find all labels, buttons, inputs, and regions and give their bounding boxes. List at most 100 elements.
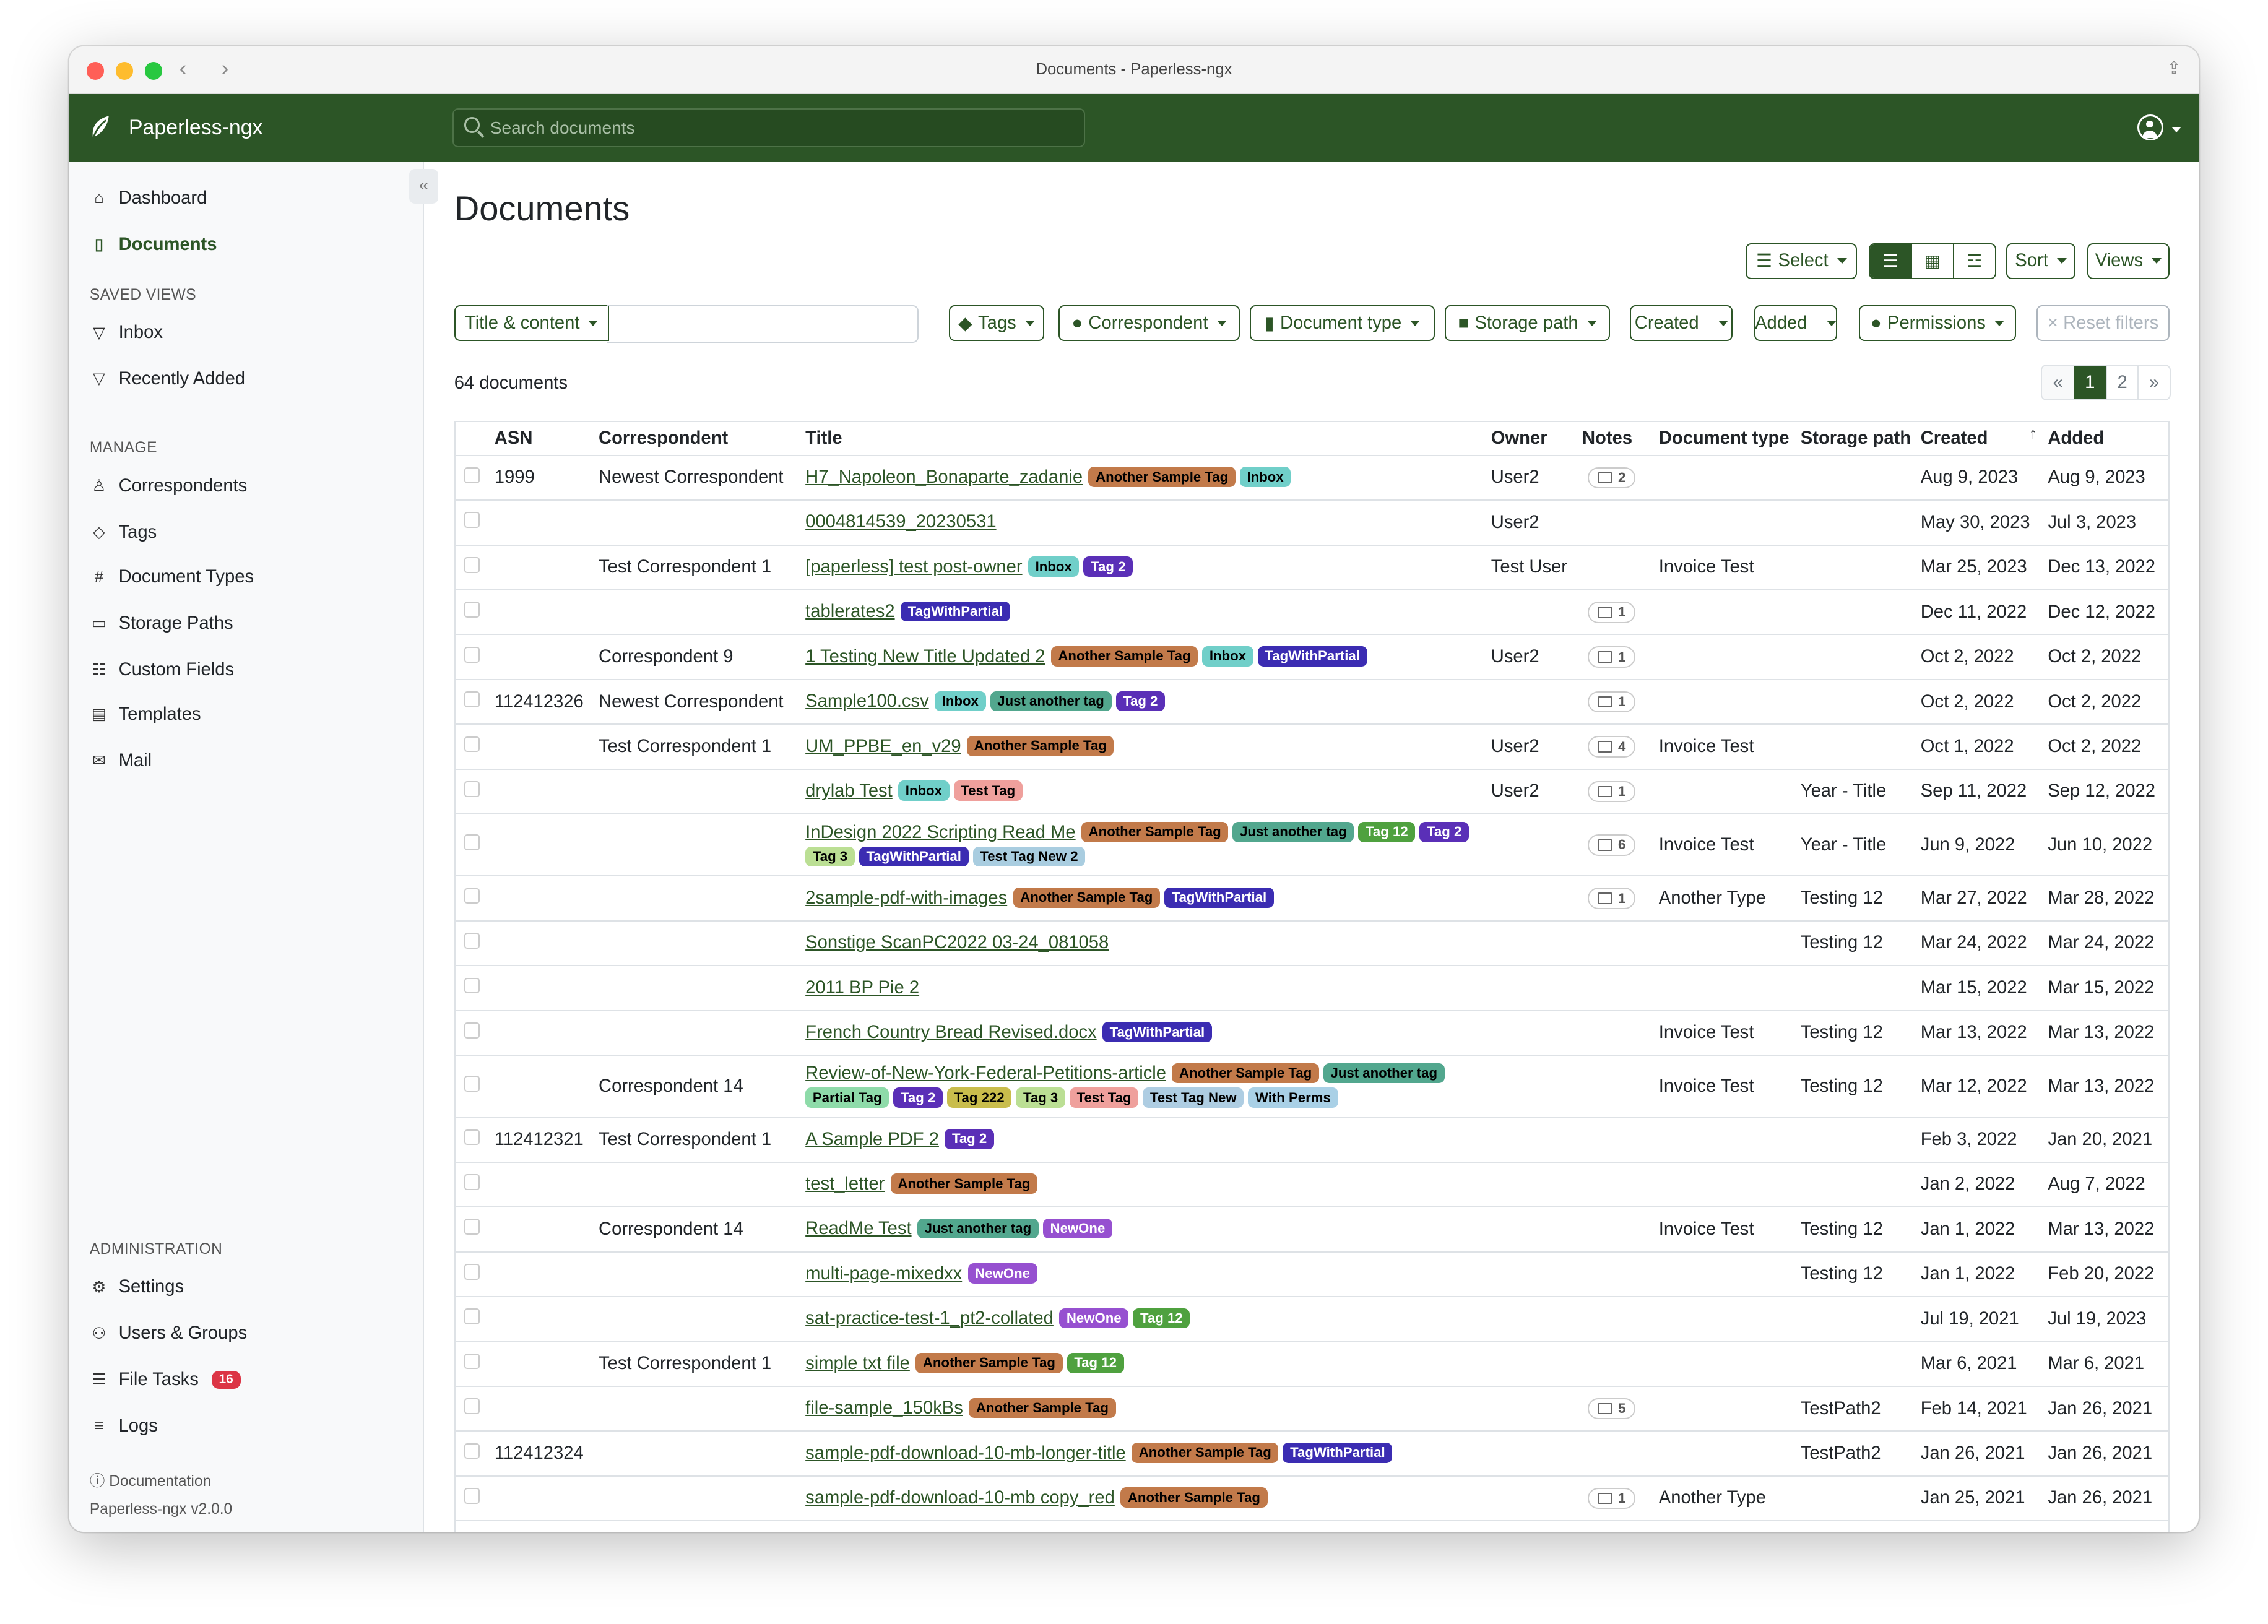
document-type-cell[interactable] [1654, 965, 1796, 1011]
forward-icon[interactable]: › [221, 56, 229, 81]
document-type-cell[interactable] [1654, 1162, 1796, 1208]
table-row[interactable]: 112412324 sample-pdf-download-10-mb-long… [455, 1431, 2170, 1477]
views-button[interactable]: Views [2087, 243, 2170, 279]
tag-badge[interactable]: Another Sample Tag [1088, 467, 1236, 488]
view-large-cards-button[interactable]: ☲ [1952, 244, 1995, 278]
share-icon[interactable]: ⇪ [2166, 58, 2181, 78]
row-checkbox[interactable] [464, 1076, 480, 1092]
tag-badge[interactable]: Tag 12 [1358, 821, 1416, 842]
correspondent-cell[interactable]: Correspondent 14 [594, 1207, 802, 1253]
tag-badge[interactable]: Another Sample Tag [1172, 1063, 1319, 1084]
document-title-link[interactable]: sat-practice-test-1_pt2-collated [805, 1308, 1054, 1329]
document-type-cell[interactable] [1654, 590, 1796, 636]
storage-path-cell[interactable]: Testing 12 [1796, 1055, 1916, 1118]
sidebar-item-users-groups[interactable]: ⚇ Users & Groups [90, 1323, 248, 1344]
notes-badge[interactable]: 4 [1588, 736, 1636, 758]
table-row[interactable]: tablerates2 TagWithPartial 1 Dec 11, 2022… [455, 590, 2170, 636]
document-type-cell[interactable] [1654, 1341, 1796, 1387]
document-title-link[interactable]: test_letter [805, 1173, 885, 1194]
notes-badge[interactable]: 5 [1588, 1397, 1636, 1420]
document-title-link[interactable]: UM_PPBE_en_v29 [805, 736, 961, 756]
document-type-cell[interactable] [1654, 455, 1796, 501]
select-button[interactable]: ☰ Select [1746, 243, 1858, 279]
storage-path-cell[interactable] [1796, 545, 1916, 590]
row-checkbox[interactable] [464, 1022, 480, 1039]
sidebar-item-inbox[interactable]: ▽ Inbox [90, 322, 163, 343]
sidebar-item-templates[interactable]: ▤ Templates [90, 704, 201, 725]
document-type-cell[interactable] [1654, 1296, 1796, 1342]
correspondent-cell[interactable]: Test Correspondent 1 [594, 1341, 802, 1387]
tag-badge[interactable]: Another Sample Tag [967, 736, 1114, 756]
column-owner[interactable]: Owner [1486, 421, 1578, 456]
table-row[interactable]: Correspondent 14 Review-of-New-York-Fede… [455, 1055, 2170, 1118]
tag-badge[interactable]: Tag 2 [945, 1128, 994, 1149]
search-input[interactable]: Search documents [452, 108, 1085, 148]
tag-badge[interactable]: Inbox [1028, 556, 1080, 577]
column-title[interactable]: Title [801, 421, 1487, 456]
tag-badge[interactable]: NewOne [1042, 1218, 1112, 1239]
correspondent-cell[interactable]: Test Correspondent 1 [594, 545, 802, 590]
sidebar-item-correspondents[interactable]: ♙ Correspondents [90, 476, 248, 496]
storage-path-cell[interactable] [1796, 1162, 1916, 1208]
column-asn[interactable]: ASN [490, 421, 595, 456]
filter-text-input[interactable] [607, 305, 919, 343]
document-type-cell[interactable] [1654, 1251, 1796, 1297]
document-title-link[interactable]: H7_Napoleon_Bonaparte_zadanie [805, 467, 1083, 488]
collapse-sidebar-button[interactable]: « [409, 169, 438, 204]
page-2-button[interactable]: 2 [2105, 365, 2137, 400]
document-title-link[interactable]: 2sample-pdf-with-images [805, 888, 1008, 908]
document-title-link[interactable]: 2011 BP Pie 2 [805, 977, 920, 998]
document-title-link[interactable]: simple txt file [805, 1353, 910, 1373]
correspondent-cell[interactable] [594, 1296, 802, 1342]
tag-badge[interactable]: NewOne [967, 1263, 1037, 1284]
tag-badge[interactable]: Inbox [898, 780, 950, 801]
table-row[interactable]: InDesign 2022 Scripting Read Me Another S… [455, 814, 2170, 877]
column-correspondent[interactable]: Correspondent [594, 421, 802, 456]
storage-path-cell[interactable] [1796, 1341, 1916, 1387]
document-title-link[interactable]: tablerates2 [805, 602, 895, 622]
tag-badge[interactable]: TagWithPartial [1283, 1442, 1393, 1463]
table-row[interactable]: Test Correspondent 1 simple txt file Anot… [455, 1341, 2170, 1387]
notes-badge[interactable]: 1 [1588, 601, 1636, 623]
document-type-cell[interactable]: Invoice Test [1654, 724, 1796, 770]
tag-badge[interactable]: Tag 2 [893, 1087, 943, 1108]
document-type-filter-button[interactable]: ▮ Document type [1249, 305, 1435, 342]
created-filter-button[interactable]: Created [1630, 305, 1733, 342]
document-title-link[interactable]: sample-pdf-download-10-mb copy_red [805, 1488, 1115, 1508]
correspondent-cell[interactable]: Newest Correspondent [594, 679, 802, 725]
table-row[interactable]: 1999 Newest Correspondent H7_Napoleon_Bo… [455, 455, 2170, 501]
tag-badge[interactable]: Tag 12 [1133, 1308, 1190, 1329]
storage-path-cell[interactable] [1796, 590, 1916, 636]
document-type-cell[interactable]: Another Type [1654, 1475, 1796, 1522]
tag-badge[interactable]: Tag 2 [1419, 821, 1469, 842]
sidebar-item-documents[interactable]: ▯ Documents [90, 235, 217, 255]
notes-badge[interactable]: 1 [1588, 888, 1636, 909]
tag-badge[interactable]: Another Sample Tag [1132, 1442, 1279, 1463]
document-title-link[interactable]: drylab Test [805, 781, 893, 801]
tag-badge[interactable]: TagWithPartial [1102, 1022, 1212, 1043]
storage-path-cell[interactable] [1796, 1296, 1916, 1342]
sidebar-item-dashboard[interactable]: ⌂ Dashboard [90, 188, 207, 209]
correspondent-cell[interactable] [594, 920, 802, 967]
table-row[interactable]: 2sample-pdf-with-images Another Sample Ta… [455, 876, 2170, 922]
page-1-button[interactable]: 1 [2074, 365, 2106, 400]
row-checkbox[interactable] [464, 646, 480, 663]
document-type-cell[interactable] [1654, 500, 1796, 546]
document-type-cell[interactable]: Another Type [1654, 876, 1796, 922]
storage-path-cell[interactable]: Testing 12 [1796, 920, 1916, 967]
row-checkbox[interactable] [464, 1443, 480, 1459]
row-checkbox[interactable] [464, 1263, 480, 1280]
tag-badge[interactable]: Just another tag [1232, 821, 1354, 842]
table-row[interactable]: Correspondent 14 ReadMe Test Just another… [455, 1207, 2170, 1253]
tag-badge[interactable]: Another Sample Tag [1050, 646, 1198, 667]
storage-path-cell[interactable]: Testing 12 [1796, 1521, 1916, 1532]
sidebar-item-custom-fields[interactable]: ☷ Custom Fields [90, 660, 235, 680]
storage-path-cell[interactable]: Year - Title [1796, 769, 1916, 815]
tag-badge[interactable]: TagWithPartial [1257, 646, 1367, 667]
title-content-dropdown[interactable]: Title & content [454, 305, 609, 342]
tag-badge[interactable]: TagWithPartial [900, 601, 1010, 622]
tag-badge[interactable]: Another Sample Tag [969, 1397, 1116, 1419]
storage-path-filter-button[interactable]: ■ Storage path [1445, 305, 1610, 342]
tag-badge[interactable]: NewOne [1059, 1308, 1129, 1329]
maximize-window-button[interactable] [144, 62, 162, 80]
